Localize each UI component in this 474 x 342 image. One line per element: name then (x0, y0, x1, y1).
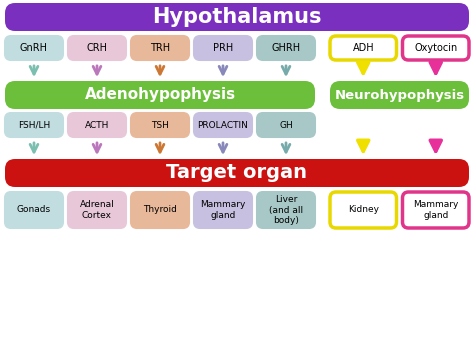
Text: ADH: ADH (353, 43, 374, 53)
Text: Liver
(and all
body): Liver (and all body) (269, 195, 303, 225)
Text: Adenohypophysis: Adenohypophysis (84, 88, 236, 103)
Text: Target organ: Target organ (166, 163, 308, 183)
FancyBboxPatch shape (194, 36, 252, 60)
FancyBboxPatch shape (330, 81, 469, 109)
Text: Kidney: Kidney (348, 206, 379, 214)
FancyBboxPatch shape (257, 192, 315, 228)
FancyBboxPatch shape (330, 192, 396, 228)
FancyBboxPatch shape (194, 113, 252, 137)
FancyBboxPatch shape (131, 192, 189, 228)
FancyBboxPatch shape (257, 113, 315, 137)
Text: Thyroid: Thyroid (143, 206, 177, 214)
Text: PROLACTIN: PROLACTIN (198, 120, 248, 130)
Text: CRH: CRH (86, 43, 108, 53)
FancyBboxPatch shape (5, 3, 469, 31)
Text: Hypothalamus: Hypothalamus (152, 7, 322, 27)
Text: Gonads: Gonads (17, 206, 51, 214)
Text: PRH: PRH (213, 43, 233, 53)
FancyBboxPatch shape (5, 159, 469, 187)
FancyBboxPatch shape (5, 36, 63, 60)
FancyBboxPatch shape (68, 113, 126, 137)
FancyBboxPatch shape (194, 192, 252, 228)
FancyBboxPatch shape (257, 36, 315, 60)
Text: FSH/LH: FSH/LH (18, 120, 50, 130)
Text: GnRH: GnRH (20, 43, 48, 53)
FancyBboxPatch shape (330, 36, 396, 60)
Text: TSH: TSH (151, 120, 169, 130)
Text: Mammary
gland: Mammary gland (201, 200, 246, 220)
Text: TRH: TRH (150, 43, 170, 53)
FancyBboxPatch shape (5, 192, 63, 228)
FancyBboxPatch shape (5, 81, 315, 109)
FancyBboxPatch shape (131, 113, 189, 137)
FancyBboxPatch shape (402, 192, 469, 228)
FancyBboxPatch shape (5, 113, 63, 137)
Text: Neurohypophysis: Neurohypophysis (335, 89, 465, 102)
Text: GHRH: GHRH (272, 43, 301, 53)
FancyBboxPatch shape (68, 36, 126, 60)
Text: ACTH: ACTH (85, 120, 109, 130)
FancyBboxPatch shape (68, 192, 126, 228)
Text: GH: GH (279, 120, 293, 130)
FancyBboxPatch shape (131, 36, 189, 60)
Text: Mammary
gland: Mammary gland (413, 200, 458, 220)
FancyBboxPatch shape (402, 36, 469, 60)
Text: Oxytocin: Oxytocin (414, 43, 457, 53)
Text: Adrenal
Cortex: Adrenal Cortex (80, 200, 114, 220)
